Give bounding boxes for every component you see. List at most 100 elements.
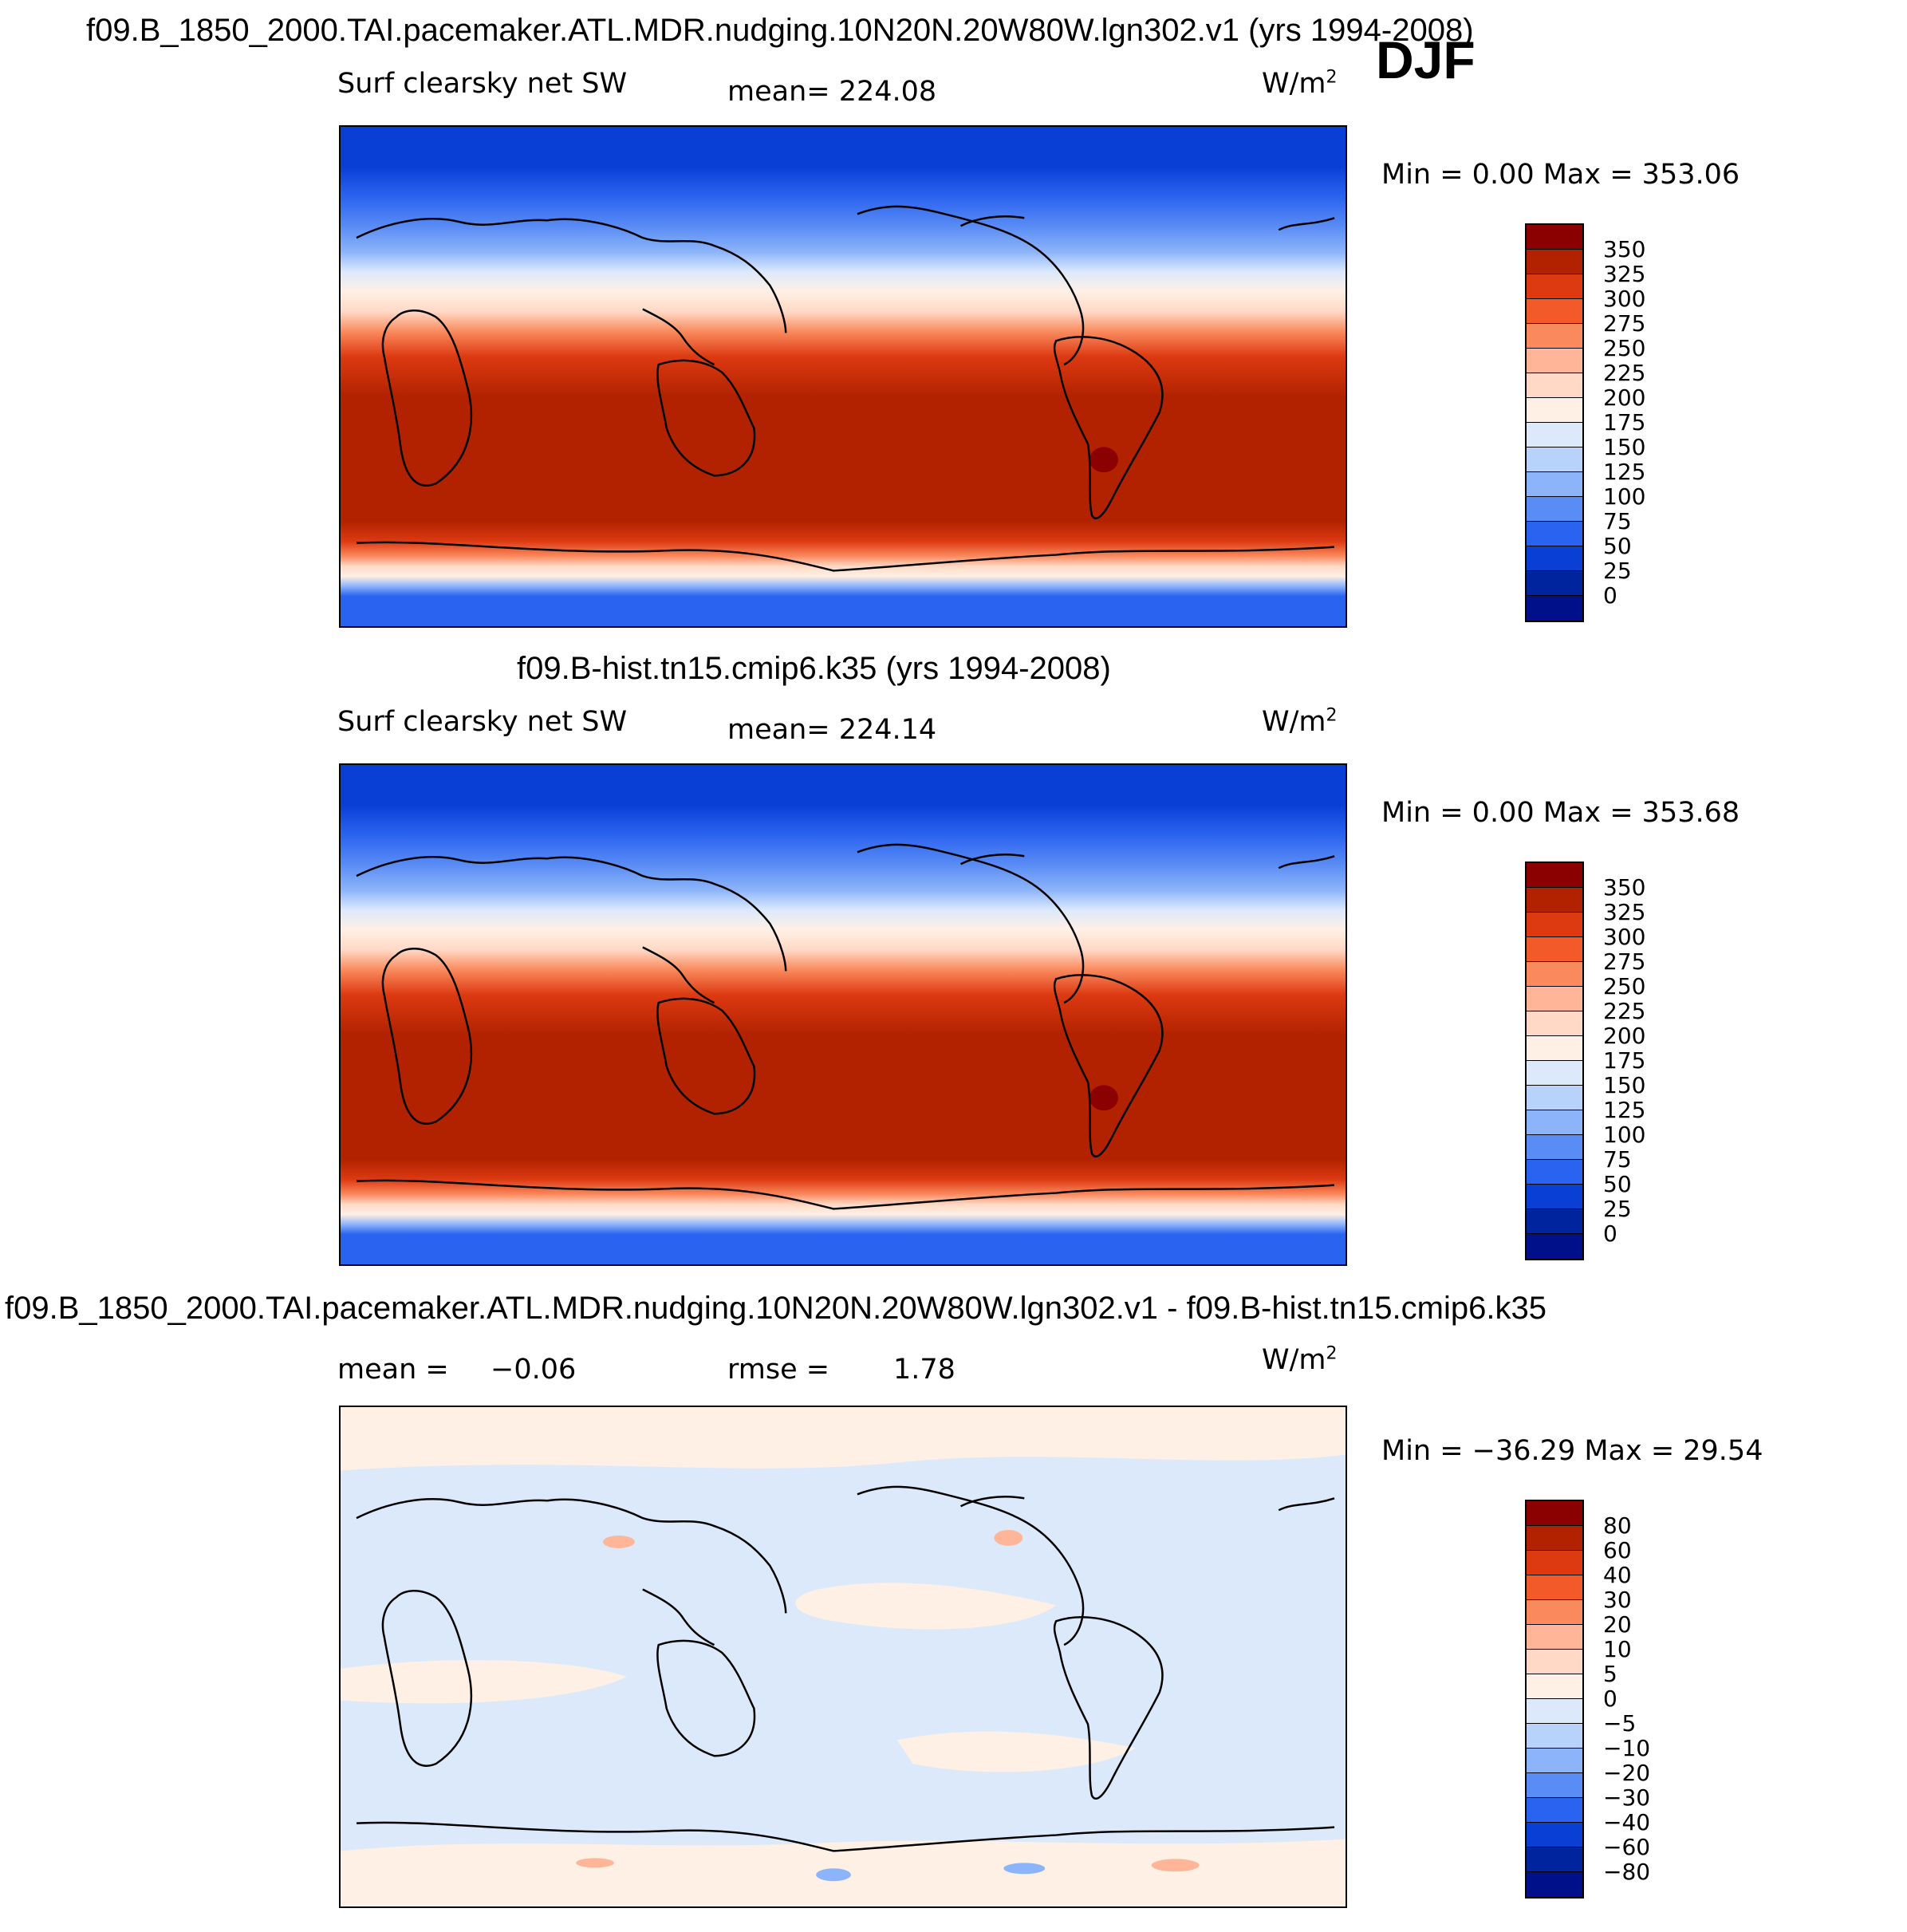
panel1-minmax: Min = 0.00 Max = 353.06	[1381, 159, 1740, 191]
colorbar-swatch	[1527, 1798, 1582, 1823]
colorbar-tick-label: −80	[1603, 1859, 1651, 1885]
colorbar-swatch	[1527, 596, 1582, 621]
panel1-variable: Surf clearsky net SW	[337, 68, 628, 100]
colorbar-swatch	[1527, 472, 1582, 497]
colorbar-tick-label: 300	[1603, 924, 1646, 950]
colorbar-tick-label: 80	[1603, 1512, 1632, 1539]
colorbar-swatch	[1527, 299, 1582, 324]
panel1-units: W/m2	[1262, 67, 1338, 100]
colorbar-swatch	[1527, 1160, 1582, 1185]
panel3-colorbar	[1525, 1500, 1584, 1898]
colorbar-tick-label: 0	[1603, 582, 1617, 609]
colorbar-swatch	[1527, 1650, 1582, 1674]
colorbar-swatch	[1527, 888, 1582, 913]
colorbar-tick-label: 250	[1603, 335, 1646, 361]
panel3-map	[339, 1406, 1347, 1908]
season-label: DJF	[1376, 30, 1476, 89]
colorbar-swatch	[1527, 1674, 1582, 1699]
colorbar-swatch	[1527, 1575, 1582, 1600]
panel3-units: W/m2	[1262, 1343, 1338, 1376]
colorbar-tick-label: 300	[1603, 286, 1646, 312]
colorbar-swatch	[1527, 497, 1582, 522]
colorbar-tick-label: 30	[1603, 1587, 1632, 1613]
colorbar-swatch	[1527, 448, 1582, 472]
panel2-map	[339, 763, 1347, 1266]
colorbar-swatch	[1527, 937, 1582, 962]
colorbar-tick-label: 200	[1603, 1023, 1646, 1049]
colorbar-tick-label: 225	[1603, 360, 1646, 386]
colorbar-tick-label: 50	[1603, 1171, 1632, 1197]
colorbar-tick-label: −10	[1603, 1735, 1651, 1761]
panel2-contour-field	[341, 765, 1346, 1264]
colorbar-tick-label: 350	[1603, 236, 1646, 262]
colorbar-tick-label: 275	[1603, 948, 1646, 975]
colorbar-tick-label: 75	[1603, 508, 1632, 534]
panel2-minmax: Min = 0.00 Max = 353.68	[1381, 797, 1740, 829]
panel3-title: f09.B_1850_2000.TAI.pacemaker.ATL.MDR.nu…	[5, 1291, 1546, 1326]
colorbar-swatch	[1527, 1847, 1582, 1872]
colorbar-swatch	[1527, 1209, 1582, 1234]
colorbar-swatch	[1527, 1600, 1582, 1625]
colorbar-tick-label: 175	[1603, 409, 1646, 436]
colorbar-swatch	[1527, 1036, 1582, 1061]
colorbar-swatch	[1527, 398, 1582, 423]
panel1-map	[339, 125, 1347, 628]
panel1-contour-field	[341, 127, 1346, 626]
colorbar-tick-label: 0	[1603, 1220, 1617, 1247]
colorbar-tick-label: 175	[1603, 1047, 1646, 1074]
panel1-coastlines	[356, 205, 1335, 572]
colorbar-swatch	[1527, 962, 1582, 987]
colorbar-tick-label: 20	[1603, 1611, 1632, 1638]
colorbar-tick-label: 125	[1603, 1097, 1646, 1123]
colorbar-tick-label: 200	[1603, 384, 1646, 411]
colorbar-swatch	[1527, 522, 1582, 546]
panel3-mean-value: −0.06	[491, 1354, 577, 1386]
colorbar-swatch	[1527, 1185, 1582, 1209]
colorbar-tick-label: 25	[1603, 558, 1632, 584]
colorbar-tick-label: 125	[1603, 459, 1646, 485]
panel3-coastlines	[356, 1485, 1335, 1852]
colorbar-tick-label: 325	[1603, 899, 1646, 925]
colorbar-tick-label: −60	[1603, 1834, 1651, 1860]
case1-title: f09.B_1850_2000.TAI.pacemaker.ATL.MDR.nu…	[86, 13, 1474, 48]
panel2-mean: mean= 224.14	[727, 714, 937, 746]
colorbar-swatch	[1527, 1061, 1582, 1086]
colorbar-swatch	[1527, 1699, 1582, 1724]
colorbar-swatch	[1527, 373, 1582, 398]
colorbar-swatch	[1527, 1823, 1582, 1847]
colorbar-swatch	[1527, 1773, 1582, 1798]
colorbar-swatch	[1527, 987, 1582, 1011]
colorbar-tick-label: 50	[1603, 533, 1632, 559]
panel2-colorbar	[1525, 862, 1584, 1260]
colorbar-tick-label: 10	[1603, 1636, 1632, 1662]
colorbar-swatch	[1527, 1551, 1582, 1575]
colorbar-swatch	[1527, 423, 1582, 448]
colorbar-tick-label: 150	[1603, 434, 1646, 460]
colorbar-swatch	[1527, 913, 1582, 937]
panel1-mean: mean= 224.08	[727, 76, 937, 108]
colorbar-tick-label: 275	[1603, 310, 1646, 337]
colorbar-swatch	[1527, 1135, 1582, 1160]
colorbar-tick-label: 100	[1603, 1122, 1646, 1148]
colorbar-swatch	[1527, 1086, 1582, 1110]
panel2-coastlines	[356, 843, 1335, 1210]
colorbar-swatch	[1527, 1011, 1582, 1036]
colorbar-swatch	[1527, 225, 1582, 250]
panel2-title: f09.B-hist.tn15.cmip6.k35 (yrs 1994-2008…	[517, 651, 1111, 686]
colorbar-swatch	[1527, 1526, 1582, 1551]
colorbar-tick-label: −20	[1603, 1760, 1651, 1786]
colorbar-swatch	[1527, 1625, 1582, 1650]
colorbar-swatch	[1527, 1872, 1582, 1897]
colorbar-swatch	[1527, 1724, 1582, 1749]
colorbar-swatch	[1527, 274, 1582, 299]
panel2-units: W/m2	[1262, 705, 1338, 738]
panel1-colorbar	[1525, 223, 1584, 622]
panel3-mean-label: mean =	[337, 1354, 449, 1386]
panel3-minmax: Min = −36.29 Max = 29.54	[1381, 1435, 1763, 1467]
colorbar-tick-label: 75	[1603, 1146, 1632, 1173]
colorbar-swatch	[1527, 324, 1582, 349]
colorbar-swatch	[1527, 571, 1582, 596]
colorbar-tick-label: 150	[1603, 1072, 1646, 1098]
colorbar-tick-label: 25	[1603, 1196, 1632, 1222]
colorbar-swatch	[1527, 863, 1582, 888]
